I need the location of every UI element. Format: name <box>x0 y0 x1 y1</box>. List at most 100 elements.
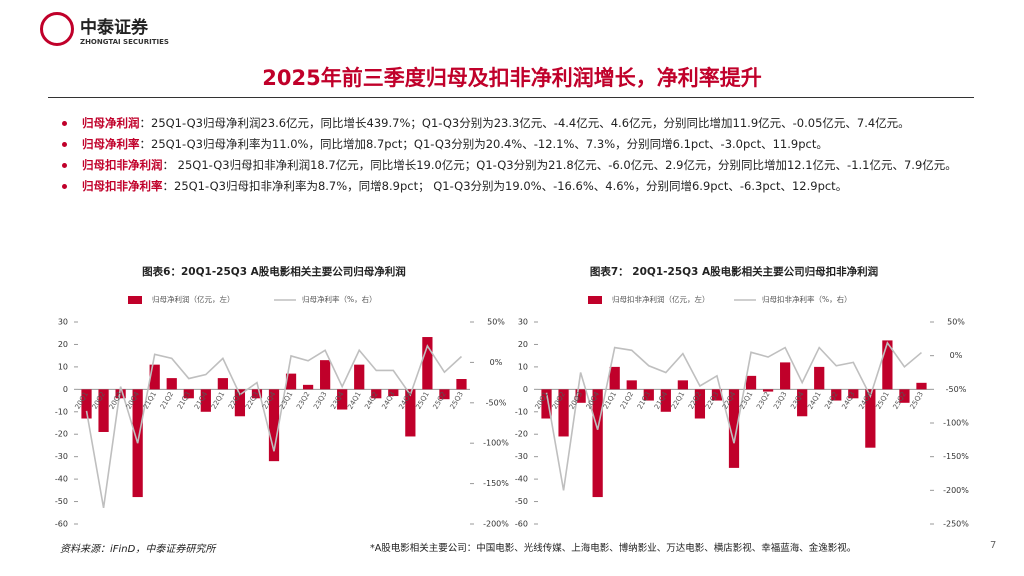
y-tick-label: -10 <box>515 407 528 416</box>
x-tick-label: 25Q1 <box>874 390 890 410</box>
bar <box>251 389 263 399</box>
bar <box>268 389 280 462</box>
slide-title: 2025年前三季度归母及扣非净利润增长，净利率提升 <box>262 66 762 90</box>
ratio-line <box>85 344 463 508</box>
y-tick-label: -40 <box>515 475 528 484</box>
bullet-label: 归母净利润 <box>82 116 140 130</box>
logo-mark <box>40 12 74 46</box>
bullet-label: 归母净利率 <box>82 137 140 151</box>
page-number: 7 <box>990 540 997 551</box>
bar <box>814 366 825 390</box>
x-tick-label: 22Q1 <box>670 390 686 410</box>
bar <box>916 382 927 390</box>
bar <box>234 389 246 417</box>
legend-label: 归母扣非净利率（%，右） <box>762 294 852 304</box>
y2-tick-label: -200% <box>483 520 509 529</box>
x-tick-label: 21Q3 <box>176 390 192 410</box>
y-tick-label: 0 <box>523 385 528 394</box>
y2-tick-label: 0% <box>490 358 503 367</box>
y-tick-label: 20 <box>58 340 68 349</box>
bar <box>98 389 109 432</box>
bullet: 归母扣非净利润： 25Q1-Q3归母扣非净利润18.7亿元，同比增长19.0亿元… <box>60 155 980 176</box>
x-tick-label: 23Q1 <box>278 390 294 410</box>
bullet-text: ：25Q1-Q3归母扣非净利率为8.7%，同增8.9pct； Q1-Q3分别为1… <box>162 179 848 193</box>
bar <box>388 389 399 397</box>
bullet-text: ：25Q1-Q3归母净利润23.6亿元，同比增长439.7%；Q1-Q3分别为2… <box>139 116 910 130</box>
legend-swatch <box>128 296 142 304</box>
chart-title: 图表7： 20Q1-25Q3 A股电影相关主要公司归母扣非净利润 <box>590 265 878 278</box>
y-tick-label: 20 <box>518 340 528 349</box>
bar <box>115 389 126 399</box>
y2-tick-label: 50% <box>947 318 965 327</box>
y2-tick-label: -100% <box>483 439 509 448</box>
ratio-line <box>545 341 922 491</box>
bar <box>456 379 467 390</box>
bar <box>592 389 603 498</box>
bar <box>780 362 791 390</box>
x-tick-label: 21Q1 <box>142 390 158 410</box>
bar <box>882 340 893 390</box>
bar <box>711 389 723 401</box>
y2-tick-label: 0% <box>950 351 963 360</box>
logo-cn: 中泰证券 <box>80 17 148 38</box>
y2-tick-label: -150% <box>943 452 969 461</box>
bar <box>848 389 859 399</box>
x-tick-label: 23Q3 <box>772 390 788 410</box>
bar <box>354 364 365 390</box>
chart-title: 图表6：20Q1-25Q3 A股电影相关主要公司归母净利润 <box>142 265 406 278</box>
bar <box>797 389 808 417</box>
y-tick-label: -50 <box>55 497 68 506</box>
bar <box>694 389 706 419</box>
bullet: 归母扣非净利率：25Q1-Q3归母扣非净利率为8.7%，同增8.9pct； Q1… <box>60 176 980 197</box>
logo-en: ZHONGTAI SECURITIES <box>80 37 169 46</box>
bar <box>217 378 228 390</box>
bar <box>677 380 688 390</box>
logo: 中泰证券 ZHONGTAI SECURITIES <box>40 12 169 46</box>
x-tick-label: 23Q2 <box>295 390 311 410</box>
y2-tick-label: -100% <box>943 419 969 428</box>
bullet-list: 归母净利润：25Q1-Q3归母净利润23.6亿元，同比增长439.7%；Q1-Q… <box>60 113 980 197</box>
divider <box>48 97 974 98</box>
x-tick-label: 25Q3 <box>449 390 465 410</box>
bullet-text: ： 25Q1-Q3归母扣非净利润18.7亿元，同比增长19.0亿元；Q1-Q3分… <box>162 158 957 172</box>
bar <box>831 389 842 401</box>
legend-label: 归母净利润（亿元，左） <box>152 294 235 304</box>
bar <box>337 389 348 410</box>
x-tick-label: 25Q2 <box>432 390 448 410</box>
bar <box>285 373 297 390</box>
x-tick-label: 24Q3 <box>380 390 396 410</box>
y2-tick-label: -250% <box>943 520 969 529</box>
y2-tick-label: 50% <box>487 318 505 327</box>
legend-label: 归母净利率（%，右） <box>302 294 377 304</box>
y-tick-label: -40 <box>55 475 68 484</box>
y-tick-label: -60 <box>55 520 68 529</box>
bar <box>541 389 552 419</box>
x-tick-label: 21Q2 <box>159 390 175 410</box>
x-tick-label: 24Q1 <box>346 390 362 410</box>
x-tick-label: 20Q3 <box>108 390 124 410</box>
y-tick-label: -60 <box>515 520 528 529</box>
bar <box>302 384 314 390</box>
y-tick-label: 10 <box>58 362 68 371</box>
bar <box>575 389 586 403</box>
bar <box>183 389 194 399</box>
x-tick-label: 21Q1 <box>602 390 618 410</box>
legend-swatch <box>588 296 602 304</box>
bar <box>81 389 92 419</box>
bar <box>745 375 757 390</box>
bar <box>643 389 654 401</box>
x-tick-label: 23Q2 <box>755 390 771 410</box>
source: 资料来源：iFinD，中泰证券研究所 <box>60 544 216 555</box>
y2-tick-label: -50% <box>486 398 507 407</box>
bar <box>166 378 177 390</box>
bar <box>422 337 433 390</box>
bar <box>371 389 382 399</box>
x-tick-label: 22Q3 <box>244 390 260 410</box>
bullet-label: 归母扣非净利润 <box>82 158 163 172</box>
bar <box>609 366 620 390</box>
y-tick-label: -50 <box>515 497 528 506</box>
x-tick-label: 25Q3 <box>909 390 925 410</box>
x-tick-label: 23Q3 <box>312 390 328 410</box>
